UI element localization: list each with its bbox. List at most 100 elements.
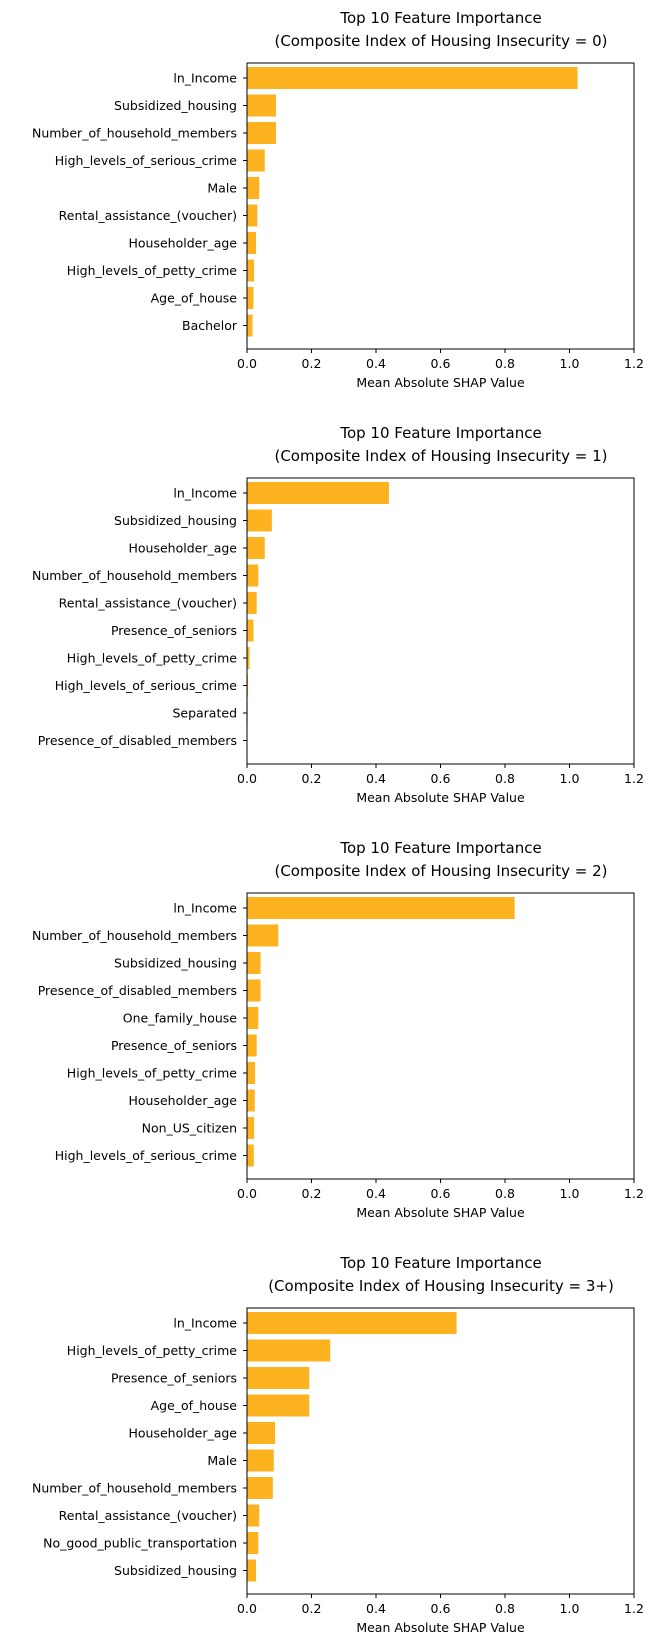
- bar-ln-income: [247, 897, 515, 919]
- x-axis-label: Mean Absolute SHAP Value: [356, 790, 525, 805]
- category-label: Presence_of_seniors: [111, 1038, 237, 1053]
- x-tick-label: 1.0: [560, 771, 580, 786]
- x-tick-label: 0.4: [366, 1186, 386, 1201]
- x-tick-label: 1.2: [624, 1186, 644, 1201]
- bar-one-family-house: [247, 1007, 259, 1029]
- bar-presence-of-seniors: [247, 1367, 310, 1389]
- category-label: Rental_assistance_(voucher): [59, 208, 237, 223]
- bar-subsidized-housing: [247, 952, 261, 974]
- bar-presence-of-seniors: [247, 619, 254, 642]
- category-label: Householder_age: [128, 1426, 237, 1441]
- bar-high-levels-of-petty-crime: [247, 259, 255, 282]
- category-label: Number_of_household_members: [32, 126, 237, 141]
- category-label: Subsidized_housing: [114, 513, 237, 528]
- x-axis-label: Mean Absolute SHAP Value: [356, 1620, 525, 1635]
- category-label: Presence_of_seniors: [111, 1371, 237, 1386]
- category-label: High_levels_of_serious_crime: [55, 678, 238, 693]
- chart-panel-0: Top 10 Feature Importance (Composite Inde…: [32, 9, 644, 390]
- bar-ln-income: [247, 482, 389, 504]
- chart-panel-2: Top 10 Feature Importance (Composite Inde…: [32, 839, 644, 1220]
- category-label: Householder_age: [128, 236, 237, 251]
- x-tick-label: 0.0: [237, 1601, 257, 1616]
- category-label: High_levels_of_serious_crime: [55, 153, 238, 168]
- bar-ln-income: [247, 67, 578, 89]
- bar-number-of-household-members: [247, 564, 259, 587]
- x-tick-label: 0.6: [431, 771, 451, 786]
- x-axis-label: Mean Absolute SHAP Value: [356, 375, 525, 390]
- category-label: Presence_of_disabled_members: [38, 983, 237, 998]
- bar-bachelor: [247, 314, 253, 337]
- x-tick-label: 1.0: [560, 1186, 580, 1201]
- category-label: Subsidized_housing: [114, 1563, 237, 1578]
- x-tick-label: 0.0: [237, 771, 257, 786]
- x-tick-label: 0.8: [495, 356, 515, 371]
- x-tick-label: 0.4: [366, 771, 386, 786]
- bar-number-of-household-members: [247, 924, 279, 947]
- bar-householder-age: [247, 537, 265, 559]
- category-label: Rental_assistance_(voucher): [59, 596, 237, 611]
- bar-age-of-house: [247, 1394, 310, 1417]
- chart-subtitle: (Composite Index of Housing Insecurity =…: [268, 1277, 614, 1295]
- category-label: Bachelor: [182, 318, 238, 333]
- bar-ln-income: [247, 1312, 457, 1334]
- category-label: Subsidized_housing: [114, 98, 237, 113]
- category-label: Male: [207, 181, 237, 196]
- x-tick-label: 0.8: [495, 771, 515, 786]
- category-label: High_levels_of_petty_crime: [67, 1066, 238, 1081]
- bar-no-good-public-transportation: [247, 1532, 259, 1554]
- category-label: One_family_house: [123, 1011, 238, 1026]
- x-tick-label: 0.2: [302, 771, 322, 786]
- plot-frame: [246, 477, 635, 765]
- chart-subtitle: (Composite Index of Housing Insecurity =…: [274, 32, 607, 50]
- bar-high-levels-of-petty-crime: [247, 1062, 256, 1084]
- category-label: ln_Income: [173, 901, 237, 916]
- category-label: Age_of_house: [151, 291, 238, 306]
- x-tick-label: 0.0: [237, 1186, 257, 1201]
- bar-subsidized-housing: [247, 509, 272, 532]
- bar-male: [247, 1449, 274, 1472]
- x-axis-label: Mean Absolute SHAP Value: [356, 1205, 525, 1220]
- x-tick-label: 1.0: [560, 1601, 580, 1616]
- x-tick-label: 1.2: [624, 1601, 644, 1616]
- plot-frame: [246, 62, 635, 350]
- x-tick-label: 0.2: [302, 1186, 322, 1201]
- chart-subtitle: (Composite Index of Housing Insecurity =…: [274, 447, 607, 465]
- category-label: High_levels_of_petty_crime: [67, 1343, 238, 1358]
- bar-non-us-citizen: [247, 1117, 255, 1139]
- chart-title: Top 10 Feature Importance: [339, 424, 541, 442]
- x-tick-label: 0.8: [495, 1186, 515, 1201]
- chart-panel-3: Top 10 Feature Importance (Composite Inde…: [32, 1254, 644, 1635]
- category-label: ln_Income: [173, 1316, 237, 1331]
- x-tick-label: 0.8: [495, 1601, 515, 1616]
- x-tick-label: 1.0: [560, 356, 580, 371]
- bar-age-of-house: [247, 287, 254, 309]
- chart-title: Top 10 Feature Importance: [339, 9, 541, 27]
- bar-number-of-household-members: [247, 122, 277, 144]
- bar-male: [247, 177, 260, 199]
- chart-panel-1: Top 10 Feature Importance (Composite Inde…: [32, 424, 644, 805]
- bar-high-levels-of-petty-crime: [247, 1339, 331, 1362]
- x-tick-label: 1.2: [624, 356, 644, 371]
- x-tick-label: 0.2: [302, 356, 322, 371]
- x-tick-label: 0.6: [431, 1601, 451, 1616]
- category-label: High_levels_of_petty_crime: [67, 263, 238, 278]
- category-label: Presence_of_disabled_members: [38, 733, 237, 748]
- x-tick-label: 0.2: [302, 1601, 322, 1616]
- bar-number-of-household-members: [247, 1477, 273, 1499]
- x-tick-label: 0.4: [366, 1601, 386, 1616]
- category-label: Subsidized_housing: [114, 956, 237, 971]
- bar-rental-assistance-voucher: [247, 204, 258, 227]
- category-label: Age_of_house: [151, 1398, 238, 1413]
- bar-householder-age: [247, 1089, 255, 1112]
- bar-householder-age: [247, 232, 257, 254]
- category-label: No_good_public_transportation: [43, 1536, 237, 1551]
- bar-high-levels-of-serious-crime: [247, 1144, 254, 1167]
- plot-frame: [246, 892, 635, 1180]
- bar-presence-of-disabled-members: [247, 979, 261, 1002]
- category-label: Householder_age: [128, 1093, 237, 1108]
- category-label: Presence_of_seniors: [111, 623, 237, 638]
- category-label: ln_Income: [173, 486, 237, 501]
- bar-high-levels-of-serious-crime: [247, 149, 265, 172]
- bar-subsidized-housing: [247, 1559, 257, 1582]
- chart-subtitle: (Composite Index of Housing Insecurity =…: [274, 862, 607, 880]
